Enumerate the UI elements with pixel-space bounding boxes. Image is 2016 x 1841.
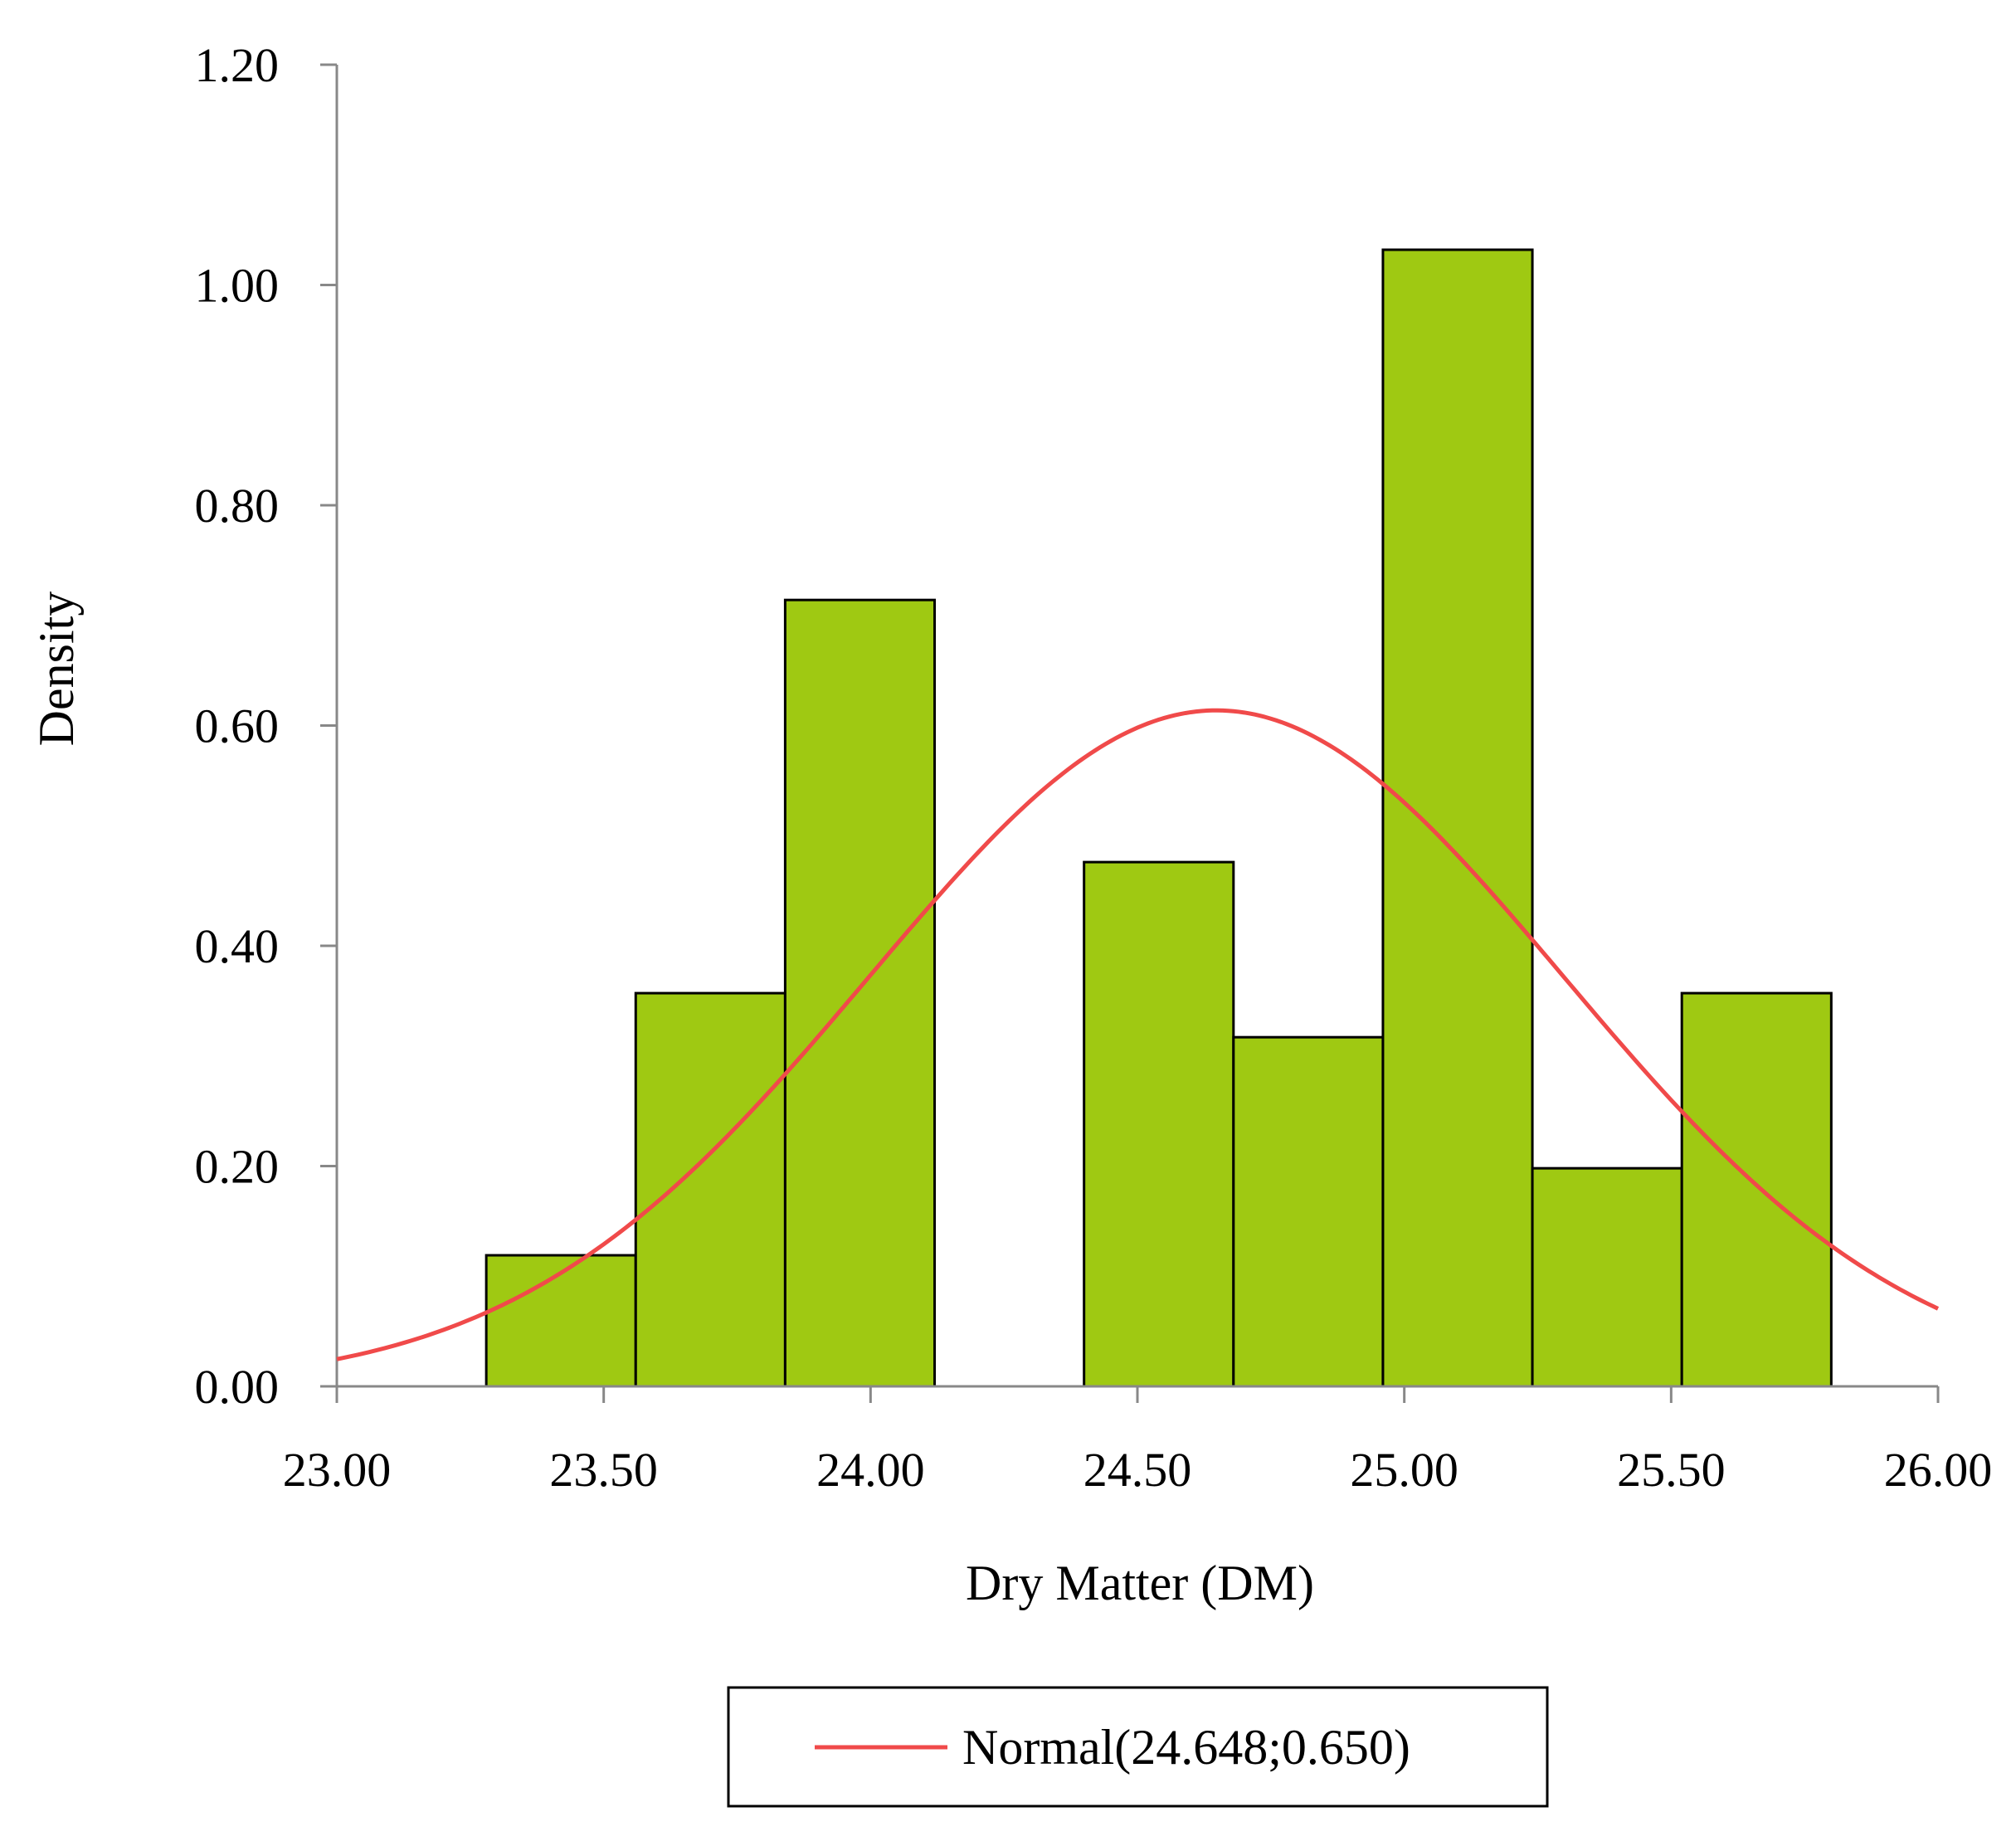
histogram-bar <box>1531 1166 1683 1388</box>
x-tick-label: 24.50 <box>1083 1443 1192 1497</box>
x-tick-label: 25.50 <box>1617 1443 1726 1497</box>
y-tick-label: 0.00 <box>195 1360 280 1414</box>
axes: 0.00 0.20 0.40 0.60 0.80 1.00 1.20 23.00 23.50 24… <box>195 38 1993 1497</box>
x-tick-label: 23.00 <box>283 1443 392 1497</box>
x-tick-label: 25.00 <box>1350 1443 1458 1497</box>
x-tick-label: 24.00 <box>816 1443 925 1497</box>
histogram-bars <box>337 248 1833 1388</box>
normal-curve-line <box>336 708 1940 1361</box>
legend: Normal(24.648;0.650) <box>727 1686 1549 1808</box>
histogram-bar <box>634 991 786 1388</box>
histogram-bar <box>1232 1035 1385 1388</box>
y-tick-label: 0.80 <box>195 479 280 533</box>
x-tick-label: 23.50 <box>549 1443 658 1497</box>
histogram-bar <box>783 598 937 1388</box>
histogram-bar <box>1083 860 1235 1388</box>
y-tick-label: 0.20 <box>195 1140 280 1194</box>
y-tick-label: 0.60 <box>195 699 280 753</box>
x-tick-label: 26.00 <box>1884 1443 1993 1497</box>
y-tick-label: 1.00 <box>195 259 280 313</box>
legend-label: Normal(24.648;0.650) <box>962 1720 1410 1775</box>
y-tick-label: 1.20 <box>195 38 280 92</box>
histogram-bar <box>1381 248 1534 1388</box>
histogram-bar <box>1680 991 1833 1388</box>
y-axis-title: Density <box>29 592 84 747</box>
y-tick-label: 0.40 <box>195 919 280 973</box>
x-axis-title: Dry Matter (DM) <box>966 1556 1314 1610</box>
